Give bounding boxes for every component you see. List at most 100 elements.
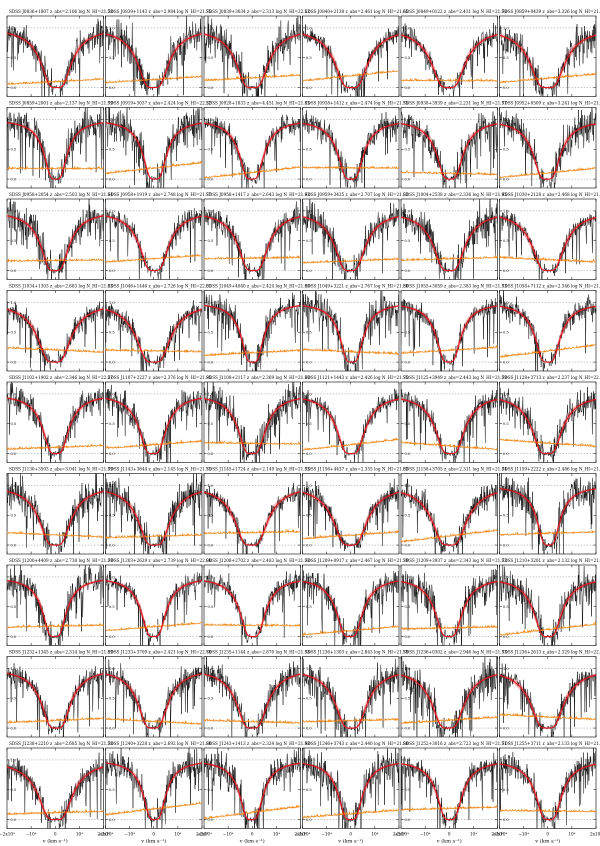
dla-panel: SDSS J0958+1417 z_abs=2.643 log N_HI=21.… [203,192,310,280]
y-tick-label: 1.0 [306,118,312,122]
flux-spectrum [401,199,498,280]
panel-label: SDSS J1200+4409 z_abs=2.738 log N_HI=21.… [9,558,113,563]
noise-spectrum [204,72,301,82]
model-uncertainty-band [401,491,498,546]
noise-spectrum [105,253,202,264]
panel-label: SDSS J1030+2128 z_abs=2.468 log N_HI=21.… [502,192,600,197]
dla-panel: SDSS J1034+1303 z_abs=2.683 log N_HI=21.… [6,284,113,372]
dla-panel: SDSS J1233+3709 z_abs=2.421 log N_HI=22.… [105,650,212,738]
noise-spectrum [401,169,498,176]
panel-label: SDSS J0938+1412 z_abs=2.474 log N_HI=21.… [305,101,409,106]
panel-label: SDSS J0839+1143 z_abs=2.984 log N_HI=21.… [108,9,212,14]
y-tick-label: 0.0 [208,818,214,822]
flux-spectrum [401,478,498,554]
y-tick-label: 0.0 [503,178,509,182]
noise-spectrum [499,621,596,636]
y-tick-label: 1.0 [208,26,214,30]
x-tick-label: −2x10⁴ [492,832,508,837]
panel-label: SDSS J1034+1303 z_abs=2.683 log N_HI=21.… [9,284,113,289]
model-uncertainty-band [7,579,104,637]
y-tick-label: 0.0 [503,544,509,548]
dla-panel: SDSS J1243+1413 z_abs=2.324 log N_HI=21.… [203,741,310,829]
panel-label: SDSS J1236+2613 z_abs=2.329 log N_HI=22.… [502,650,600,655]
y-tick-label: 1.0 [11,209,17,213]
y-tick-label: 0.5 [208,697,214,701]
voigt-fit-line [105,397,202,455]
dla-panel: SDSS J1236+0302 z_abs=2.946 log N_HI=21.… [400,650,507,738]
y-tick-label: 0.0 [306,269,312,273]
y-tick-label: 0.0 [306,818,312,822]
y-tick-label: 0.5 [11,788,17,792]
noise-spectrum [105,801,202,816]
y-tick-label: 0.5 [11,422,17,426]
model-uncertainty-band [7,307,104,363]
dla-panel: SDSS J1246+3743 z_abs=2.440 log N_HI=21.… [302,741,409,829]
voigt-fit-line [7,32,104,89]
voigt-fit-line [499,581,596,638]
dla-panel: SDSS J0859+2001 z_abs=2.137 log N_HI=21.… [6,101,113,189]
noise-spectrum [499,343,596,359]
y-tick-label: 1.0 [11,392,17,396]
flux-spectrum [499,473,596,554]
x-tick-label: 10⁴ [273,832,280,837]
y-tick-label: 1.0 [208,667,214,671]
voigt-fit-line [204,122,301,180]
y-tick-label: 0.0 [109,727,115,731]
panel-label: SDSS J0836+1807 z_abs=2.106 log N_HI=21.… [9,9,113,14]
noise-spectrum [105,716,202,726]
dla-panel: SDSS J1255+3711 z_abs=2.133 log N_HI=21.… [499,741,600,829]
model-uncertainty-band [204,490,301,546]
y-tick-label: 0.0 [306,727,312,731]
noise-spectrum [7,257,104,263]
dla-panel: SDSS J0859+0439 z_abs=3.326 log N_HI=21.… [499,9,600,97]
flux-spectrum [401,656,498,737]
model-uncertainty-band [499,122,596,180]
noise-spectrum [204,528,301,535]
voigt-fit-line [105,215,202,272]
y-tick-label: 1.0 [109,758,115,762]
model-uncertainty-band [105,307,202,363]
model-uncertainty-band [302,304,399,363]
noise-spectrum [204,254,301,261]
y-tick-label: 1.0 [11,26,17,30]
y-tick-label: 1.0 [208,301,214,305]
y-tick-label: 0.5 [109,331,115,335]
model-uncertainty-band [204,672,301,729]
y-tick-label: 0.0 [503,361,509,365]
y-tick-label: 0.0 [109,635,115,639]
y-tick-label: 0.5 [11,605,17,609]
flux-spectrum [499,565,596,646]
x-tick-label: −10⁴ [26,832,37,837]
voigt-fit-line [302,673,399,729]
panel-label: SDSS J0859+2001 z_abs=2.137 log N_HI=21.… [9,101,113,106]
noise-spectrum [105,160,202,175]
noise-spectrum [401,624,498,631]
y-tick-label: 0.0 [503,269,509,273]
noise-spectrum [302,529,399,540]
x-tick-label: 10⁴ [174,832,181,837]
y-tick-label: 0.0 [306,361,312,365]
voigt-fit-line [499,763,596,821]
x-tick-label: 10⁴ [470,832,477,837]
dla-panel: SDSS J1159+2222 z_abs=2.486 log N_HI=21.… [499,467,600,555]
voigt-fit-line [302,580,399,638]
noise-spectrum [105,621,202,632]
voigt-fit-line [7,397,104,455]
noise-spectrum [499,808,596,813]
flux-spectrum [105,107,202,188]
flux-spectrum [401,752,498,829]
panel-label: SDSS J0959+3435 z_abs=2.707 log N_HI=21.… [305,192,409,197]
flux-spectrum [499,387,596,463]
noise-spectrum [204,718,301,725]
y-tick-label: 0.5 [208,148,214,152]
dla-panel: SDSS J0839+1143 z_abs=2.984 log N_HI=21.… [105,9,212,97]
model-uncertainty-band [7,765,104,820]
noise-spectrum [499,166,596,180]
y-tick-label: 0.5 [208,605,214,609]
dla-panel: SDSS J1055+3059 z_abs=2.383 log N_HI=21.… [400,284,507,372]
y-tick-label: 1.0 [405,301,411,305]
y-tick-label: 0.0 [306,178,312,182]
x-tick-label: 10⁴ [568,832,575,837]
dla-panel: SDSS J0938+3939 z_abs=2.231 log N_HI=21.… [400,101,507,189]
flux-spectrum [7,752,104,829]
